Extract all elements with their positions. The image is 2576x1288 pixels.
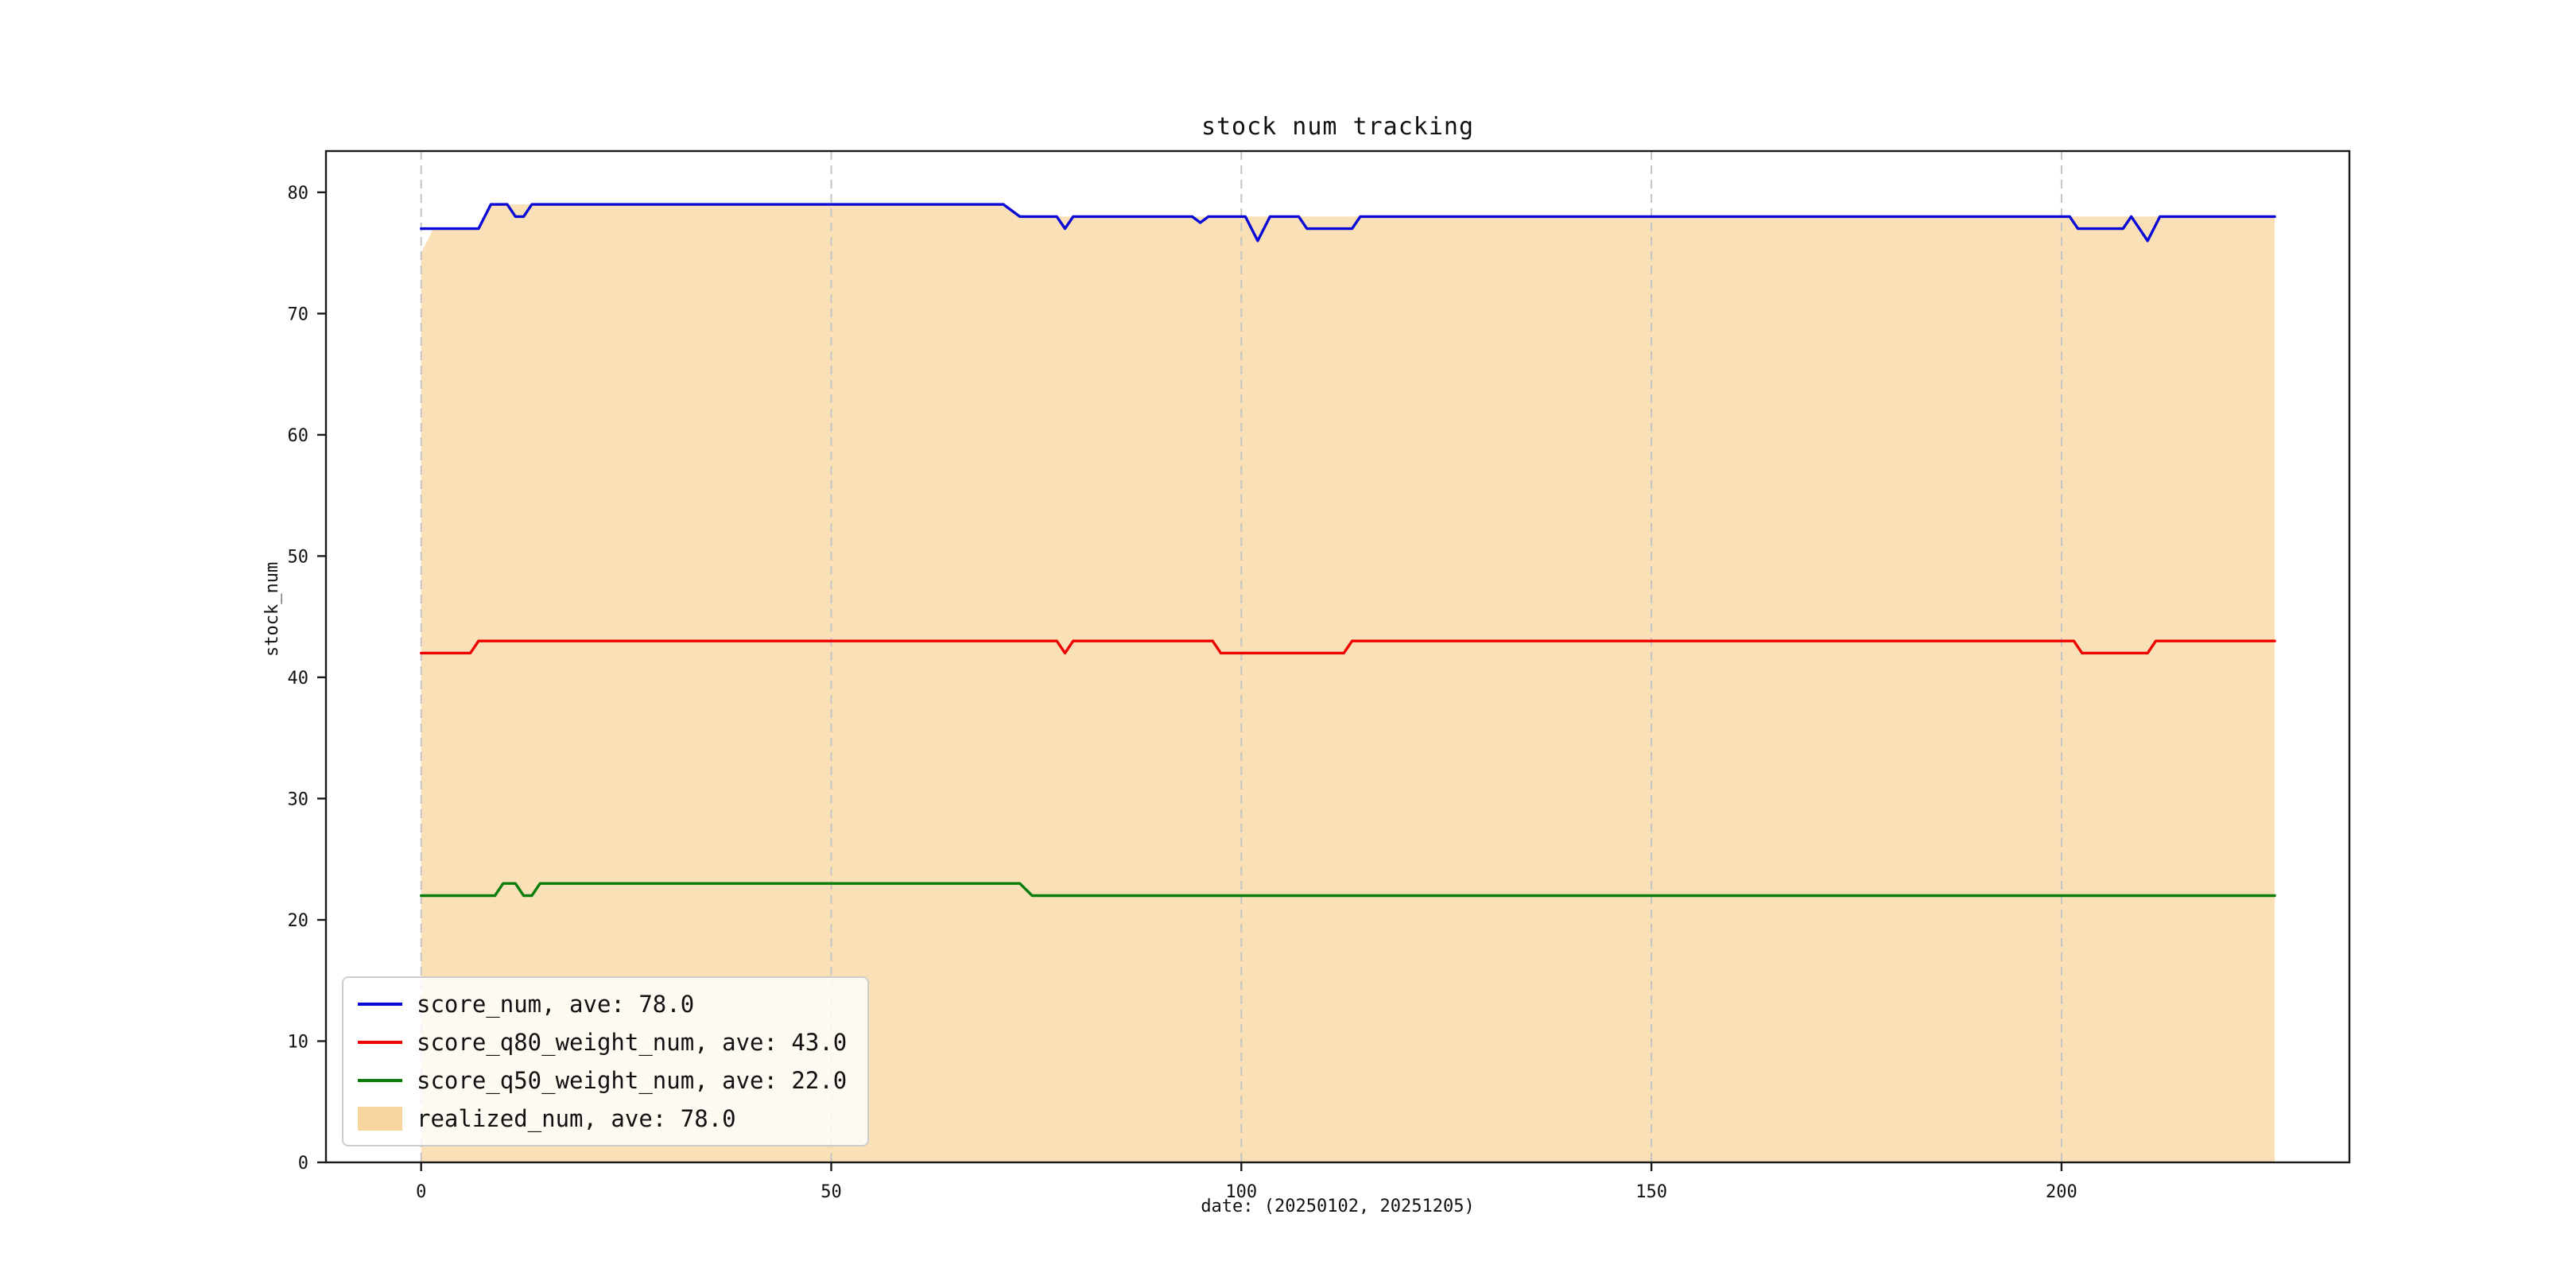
x-tick-label: 0	[416, 1182, 426, 1202]
y-tick-label: 60	[288, 426, 309, 446]
legend-label: realized_num, ave: 78.0	[417, 1105, 736, 1132]
y-tick-label: 10	[288, 1033, 309, 1053]
area-realized_num	[421, 204, 2275, 1163]
legend-item-score_q50_weight_num: score_q50_weight_num, ave: 22.0	[358, 1065, 847, 1096]
legend-swatch-score_q50_weight_num	[358, 1079, 402, 1082]
legend-label: score_q80_weight_num, ave: 43.0	[417, 1029, 848, 1056]
legend-item-realized_num: realized_num, ave: 78.0	[358, 1104, 847, 1134]
chart-title: stock num tracking	[1201, 113, 1475, 141]
x-axis-label: date: (20250102, 20251205)	[1201, 1197, 1475, 1216]
line-score_q50_weight_num	[420, 882, 2276, 898]
legend-item-score_num: score_num, ave: 78.0	[358, 989, 847, 1019]
y-tick-label: 30	[288, 789, 309, 809]
legend-label: score_q50_weight_num, ave: 22.0	[417, 1067, 848, 1094]
legend-label: score_num, ave: 78.0	[417, 991, 695, 1018]
x-tick-label: 200	[2046, 1182, 2077, 1202]
axes-frame	[324, 149, 2351, 1164]
line-score_q80_weight_num	[420, 639, 2276, 655]
y-tick-label: 40	[288, 669, 309, 689]
y-tick-label: 70	[288, 305, 309, 324]
legend: score_num, ave: 78.0 score_q80_weight_num…	[342, 976, 870, 1146]
x-tick-label: 150	[1635, 1182, 1667, 1202]
y-tick-label: 0	[298, 1154, 308, 1174]
y-tick-label: 80	[288, 184, 309, 204]
legend-item-score_q80_weight_num: score_q80_weight_num, ave: 43.0	[358, 1027, 847, 1057]
legend-swatch-score_num	[358, 1003, 402, 1006]
legend-swatch-realized_num	[358, 1107, 402, 1131]
y-tick-label: 50	[288, 547, 309, 567]
line-score_num	[420, 203, 2276, 242]
legend-swatch-score_q80_weight_num	[358, 1041, 402, 1044]
x-tick-label: 50	[821, 1182, 842, 1202]
x-tick-label: 100	[1225, 1182, 1257, 1202]
y-tick-label: 20	[288, 911, 309, 931]
